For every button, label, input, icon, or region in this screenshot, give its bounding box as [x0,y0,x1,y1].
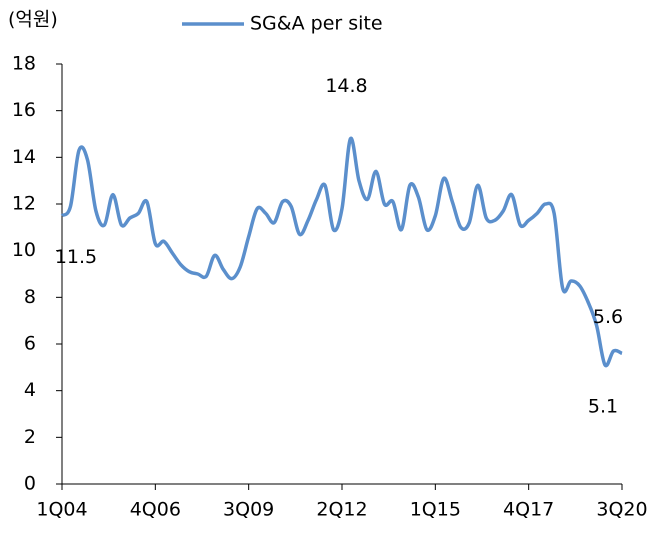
x-tick-label: 4Q06 [130,499,181,521]
x-tick-label: 3Q20 [596,499,647,521]
y-axis-label: (억원) [8,9,58,31]
y-tick-label: 10 [12,239,36,261]
legend-label: SG&A per site [250,13,383,35]
x-tick-label: 3Q09 [223,499,274,521]
data-label: 5.6 [593,306,623,328]
y-tick-label: 6 [24,333,36,355]
line-series [60,136,623,368]
x-tick-label: 1Q04 [36,499,87,521]
data-label: 11.5 [55,246,97,268]
y-tick-label: 12 [12,193,36,215]
y-tick-label: 2 [24,426,36,448]
y-tick-label: 14 [12,146,36,168]
y-tick-label: 4 [24,379,36,401]
data-label: 14.8 [325,75,367,97]
y-tick-label: 0 [24,473,36,495]
y-tick-label: 18 [12,53,36,75]
x-tick-label: 4Q17 [503,499,554,521]
x-tick-label: 1Q15 [410,499,461,521]
x-tick-label: 2Q12 [316,499,367,521]
data-label: 5.1 [588,396,618,418]
y-tick-label: 16 [12,99,36,121]
y-tick-label: 8 [24,286,36,308]
